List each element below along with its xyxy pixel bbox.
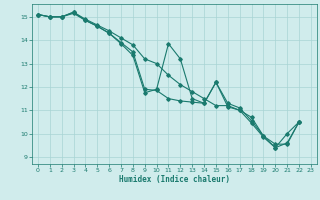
X-axis label: Humidex (Indice chaleur): Humidex (Indice chaleur) (119, 175, 230, 184)
